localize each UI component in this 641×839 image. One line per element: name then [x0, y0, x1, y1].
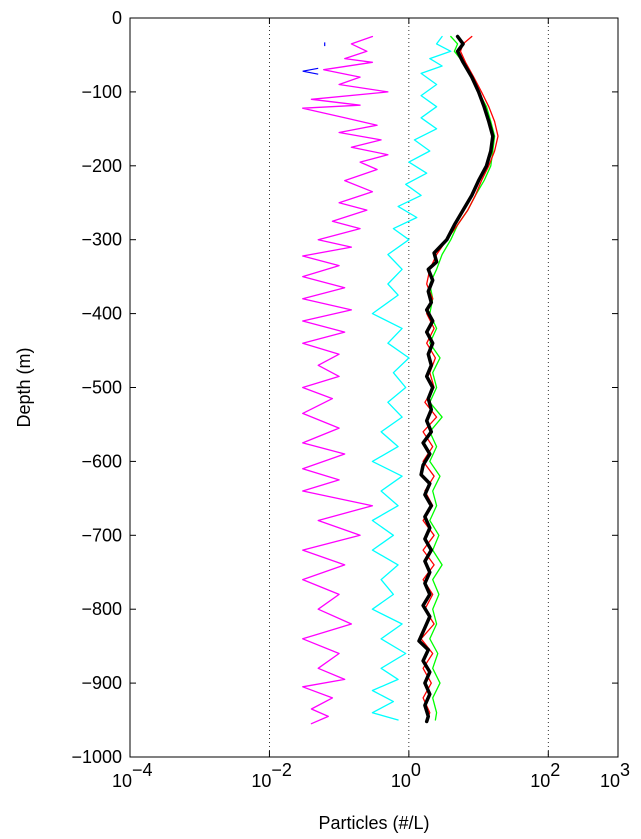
y-tick-label: −600	[81, 451, 122, 471]
axis-ticks	[129, 17, 619, 758]
y-tick-label: −800	[81, 599, 122, 619]
y-tick-label: −100	[81, 82, 122, 102]
y-tick-label: −200	[81, 156, 122, 176]
y-tick-labels: 0 −100 −200 −300 −400 −500 −600 −700 −800 −900 −10…	[71, 8, 122, 767]
y-tick-label: 0	[112, 8, 122, 28]
x-tick-label: 10−4	[112, 760, 153, 791]
y-tick-label: −400	[81, 304, 122, 324]
x-tick-label-base: 10	[391, 771, 411, 791]
series-line-2	[429, 35, 496, 721]
series-line-0-segment-0	[302, 67, 319, 75]
x-tick-label-exponent: −2	[271, 760, 292, 780]
x-tick-label-exponent: 2	[550, 760, 560, 780]
y-tick-label: −1000	[71, 747, 122, 767]
x-tick-label-exponent: 0	[411, 760, 421, 780]
x-tick-label: 10−2	[251, 760, 292, 791]
x-tick-label: 102	[530, 760, 560, 791]
series-line-0	[302, 35, 389, 725]
y-tick-label: −300	[81, 230, 122, 250]
y-axis-title: Depth (m)	[14, 347, 34, 427]
series-line-1	[371, 35, 452, 721]
x-tick-label-exponent: −4	[132, 760, 153, 780]
series-lines	[302, 34, 499, 725]
x-tick-label: 103	[600, 760, 630, 791]
x-tick-label-exponent: 3	[620, 760, 630, 780]
x-tick-label-base: 10	[112, 771, 132, 791]
y-tick-label: −500	[81, 378, 122, 398]
y-tick-label: −900	[81, 673, 122, 693]
x-tick-label: 100	[391, 760, 421, 791]
y-tick-label: −700	[81, 525, 122, 545]
series-line-4	[417, 34, 495, 724]
x-axis-title: Particles (#/L)	[318, 813, 429, 833]
x-tick-label-base: 10	[251, 771, 271, 791]
x-tick-label-base: 10	[600, 771, 620, 791]
x-tick-label-base: 10	[530, 771, 550, 791]
